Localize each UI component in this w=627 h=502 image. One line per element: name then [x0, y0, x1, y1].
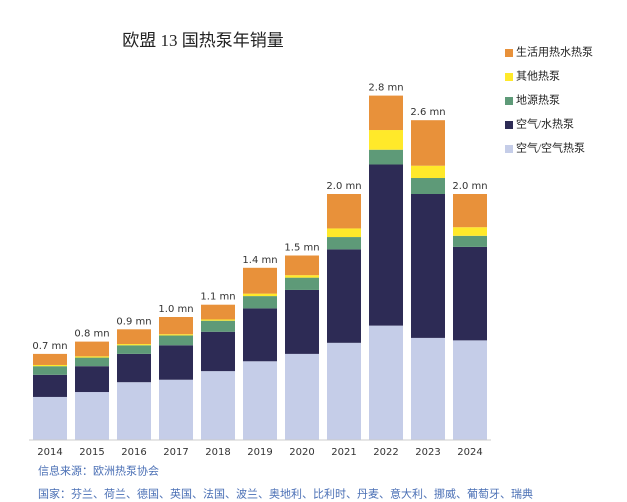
- bar-segment: [117, 329, 151, 345]
- legend-label: 空气/空气热泵: [516, 141, 585, 155]
- bar-segment: [369, 164, 403, 326]
- bar-segment: [369, 95, 403, 131]
- total-label: 1.0 mn: [158, 304, 193, 315]
- bar-segment: [117, 344, 151, 346]
- total-label: 0.8 mn: [74, 329, 109, 340]
- total-label: 0.7 mn: [32, 341, 67, 352]
- bar-segment: [285, 255, 319, 276]
- x-tick-label: 2022: [373, 447, 398, 458]
- bar-segment: [285, 275, 319, 278]
- x-tick-label: 2020: [289, 447, 314, 458]
- bar-segment: [411, 165, 445, 179]
- bar-segment: [33, 366, 67, 375]
- legend-label: 空气/水热泵: [516, 117, 574, 131]
- bar-segment: [159, 334, 193, 336]
- source: 信息来源：欧洲热泵协会: [38, 464, 159, 478]
- bar-segment: [201, 304, 235, 320]
- bar-segment: [327, 342, 361, 440]
- bar-segment: [201, 320, 235, 332]
- bar-segment: [285, 289, 319, 354]
- bar-segment: [117, 345, 151, 354]
- chart-title: 欧盟 13 国热泵年销量: [122, 31, 284, 50]
- bar-segment: [117, 353, 151, 383]
- note: 国家：芬兰、荷兰、德国、英国、法国、波兰、奥地利、比利时、丹麦、意大利、挪威、葡…: [38, 487, 533, 501]
- x-tick-label: 2017: [163, 447, 188, 458]
- bar-segment: [327, 228, 361, 238]
- x-tick-label: 2019: [247, 447, 272, 458]
- bar-segment: [117, 382, 151, 440]
- bar-segment: [75, 357, 109, 367]
- bar-segment: [327, 249, 361, 343]
- x-tick-label: 2021: [331, 447, 356, 458]
- bar-segment: [75, 366, 109, 393]
- bar-segment: [159, 335, 193, 346]
- total-label: 2.0 mn: [452, 181, 487, 192]
- total-label: 1.1 mn: [200, 292, 235, 303]
- legend-swatch: [505, 145, 513, 153]
- total-label: 1.4 mn: [242, 255, 277, 266]
- bar-segment: [243, 308, 277, 362]
- total-label: 1.5 mn: [284, 243, 319, 254]
- bar-segment: [159, 345, 193, 380]
- x-tick-label: 2014: [37, 447, 62, 458]
- bar-segment: [453, 246, 487, 341]
- bar-segment: [33, 353, 67, 365]
- bar-segment: [411, 194, 445, 338]
- total-label: 0.9 mn: [116, 316, 151, 327]
- bar-segment: [453, 194, 487, 228]
- legend-swatch: [505, 97, 513, 105]
- legend-label: 地源热泵: [516, 93, 560, 107]
- bar-segment: [75, 392, 109, 440]
- bar-segment: [201, 371, 235, 440]
- x-tick-label: 2016: [121, 447, 146, 458]
- bar-segment: [243, 267, 277, 294]
- bar-segment: [411, 337, 445, 440]
- bar-segment: [369, 130, 403, 150]
- legend-label: 其他热泵: [516, 70, 560, 83]
- legend-label: 生活用热水热泵: [516, 45, 593, 59]
- bar-segment: [33, 396, 67, 440]
- legend-swatch: [505, 121, 513, 129]
- bar-segment: [33, 364, 67, 367]
- bar-segment: [243, 361, 277, 440]
- bar-segment: [201, 331, 235, 372]
- legend-swatch: [505, 73, 513, 81]
- bar-segment: [285, 353, 319, 440]
- bar-segment: [369, 149, 403, 165]
- legend-swatch: [505, 49, 513, 57]
- total-label: 2.0 mn: [326, 181, 361, 192]
- bar-segment: [243, 293, 277, 297]
- x-tick-label: 2018: [205, 447, 230, 458]
- bar-segment: [75, 356, 109, 358]
- bar-segment: [411, 120, 445, 166]
- bar-segment: [327, 194, 361, 229]
- bar-segment: [453, 227, 487, 236]
- x-tick-label: 2024: [457, 447, 482, 458]
- bar-segment: [75, 341, 109, 357]
- total-label: 2.6 mn: [410, 107, 445, 118]
- bar-segment: [453, 235, 487, 247]
- bar-segment: [327, 237, 361, 250]
- bar-segment: [159, 379, 193, 440]
- bar-segment: [159, 317, 193, 335]
- x-tick-label: 2015: [79, 447, 104, 458]
- bar-segment: [453, 340, 487, 440]
- x-tick-label: 2023: [415, 447, 440, 458]
- bar-segment: [33, 374, 67, 397]
- bar-segment: [201, 319, 235, 321]
- bar-segment: [285, 277, 319, 290]
- total-label: 2.8 mn: [368, 83, 403, 94]
- bar-segment: [369, 325, 403, 440]
- bar-segment: [243, 296, 277, 309]
- bar-segment: [411, 178, 445, 194]
